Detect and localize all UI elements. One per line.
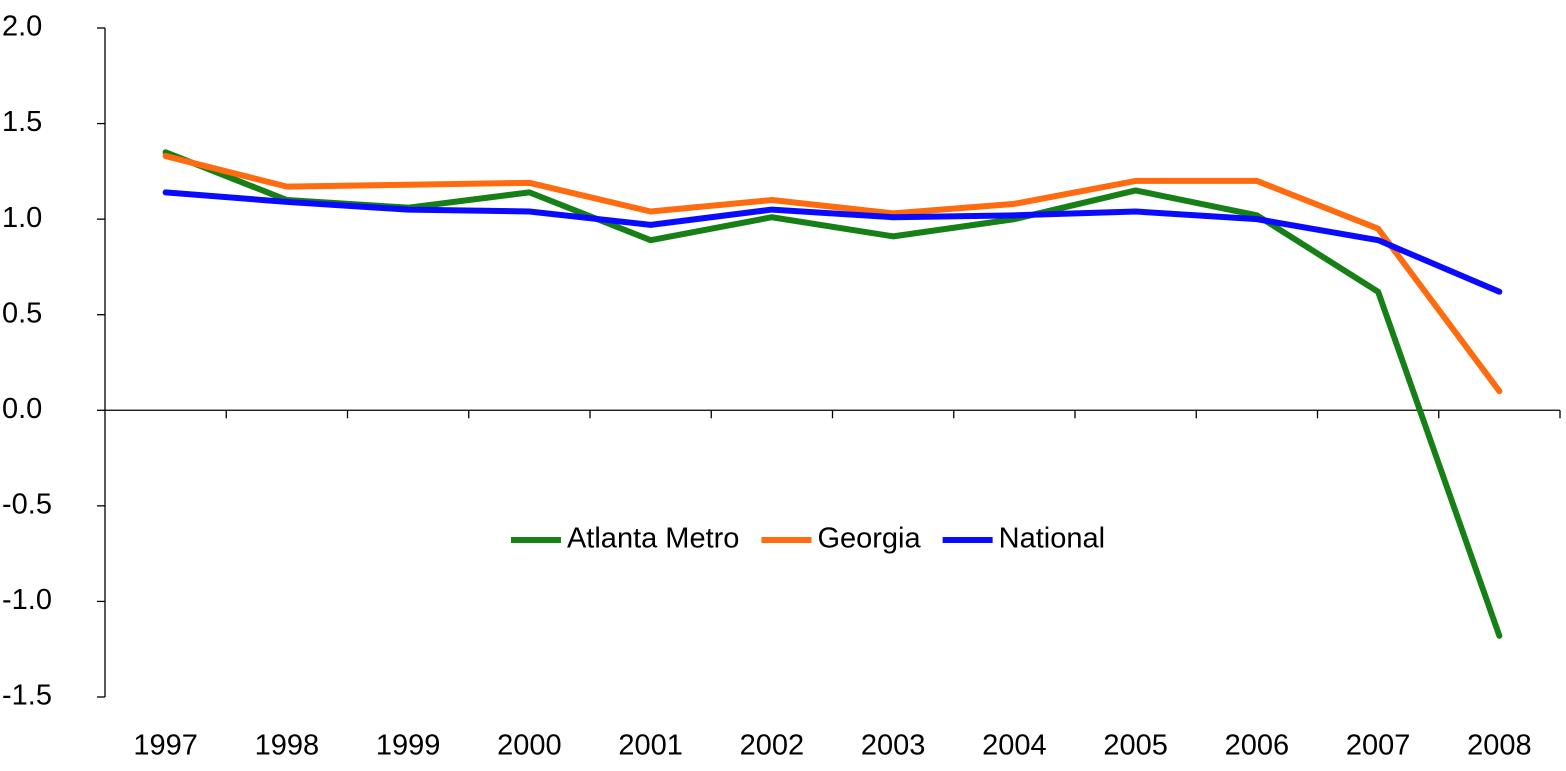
y-tick-label: 1.5 — [2, 106, 42, 138]
x-tick-label: 2002 — [740, 730, 805, 762]
y-tick-label: 0.0 — [2, 393, 42, 425]
series-line — [162, 189, 1503, 295]
y-tick-label: 2.0 — [2, 11, 42, 43]
x-tick-label: 2007 — [1346, 730, 1411, 762]
legend: Atlanta Metro Georgia National — [510, 523, 1105, 555]
legend-label: Atlanta Metro — [567, 523, 739, 555]
y-tick-label: -1.5 — [2, 680, 52, 712]
x-tick-label: 2006 — [1225, 730, 1290, 762]
x-tick-label: 2003 — [861, 730, 926, 762]
legend-label: National — [999, 523, 1105, 555]
x-tick-label: 1997 — [133, 730, 198, 762]
x-tick-label: 2000 — [497, 730, 562, 762]
x-tick-label: 2008 — [1467, 730, 1532, 762]
y-tick-label: 1.0 — [2, 202, 42, 234]
legend-label: Georgia — [817, 523, 921, 555]
series-line — [162, 153, 1503, 395]
x-tick-label: 2004 — [982, 730, 1047, 762]
x-tick-label: 2005 — [1103, 730, 1168, 762]
x-tick-label: 1998 — [255, 730, 320, 762]
x-tick-label: 2001 — [618, 730, 683, 762]
y-tick-label: 0.5 — [2, 297, 42, 329]
y-tick-label: -1.0 — [2, 584, 52, 616]
x-tick-label: 1999 — [376, 730, 441, 762]
y-tick-label: -0.5 — [2, 489, 52, 521]
